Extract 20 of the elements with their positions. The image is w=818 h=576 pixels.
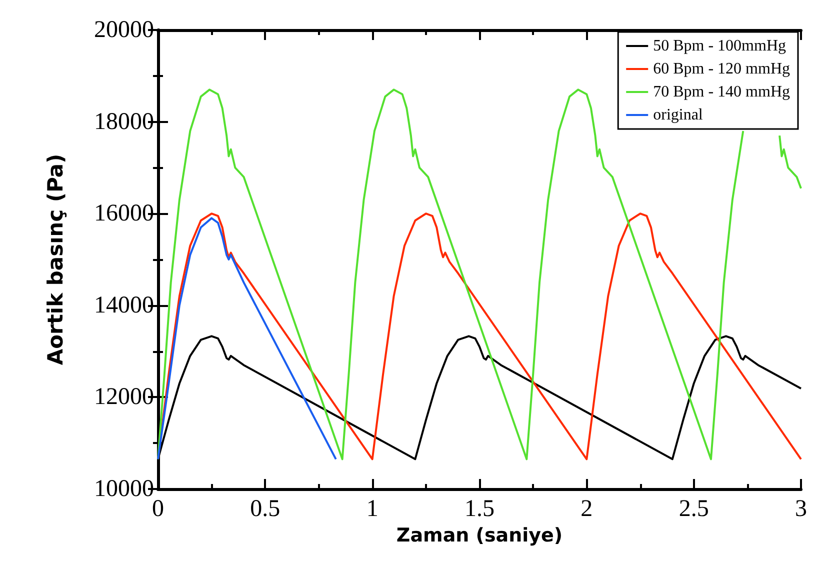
x-tick-label: 3 (795, 496, 807, 522)
y-tick-label: 16000 (94, 200, 154, 227)
legend-label: 70 Bpm - 140 mmHg (653, 84, 790, 100)
y-tick-label: 12000 (94, 384, 154, 410)
line-series (157, 217, 337, 460)
y-tick-label: 20000 (94, 17, 154, 43)
x-tick-label: 1 (366, 496, 378, 522)
x-tick-label: 2 (580, 496, 593, 522)
y-tick-label: 18000 (94, 108, 154, 135)
y-tick-label: 10000 (94, 476, 154, 502)
legend-label: 50 Bpm - 100mmHg (653, 38, 786, 54)
x-tick-label: 1.5 (464, 496, 494, 522)
x-tick-label: 0.5 (250, 496, 280, 522)
x-tick-label: 2.5 (678, 496, 709, 522)
x-axis-title: Zaman (saniye) (396, 524, 563, 546)
legend-label: original (653, 106, 704, 124)
y-tick-label: 14000 (94, 292, 154, 318)
y-axis-title: Aortik basınç (Pa) (44, 154, 68, 366)
x-tick-label: 0 (152, 496, 164, 522)
legend-label: 60 Bpm - 120 mmHg (653, 60, 790, 78)
